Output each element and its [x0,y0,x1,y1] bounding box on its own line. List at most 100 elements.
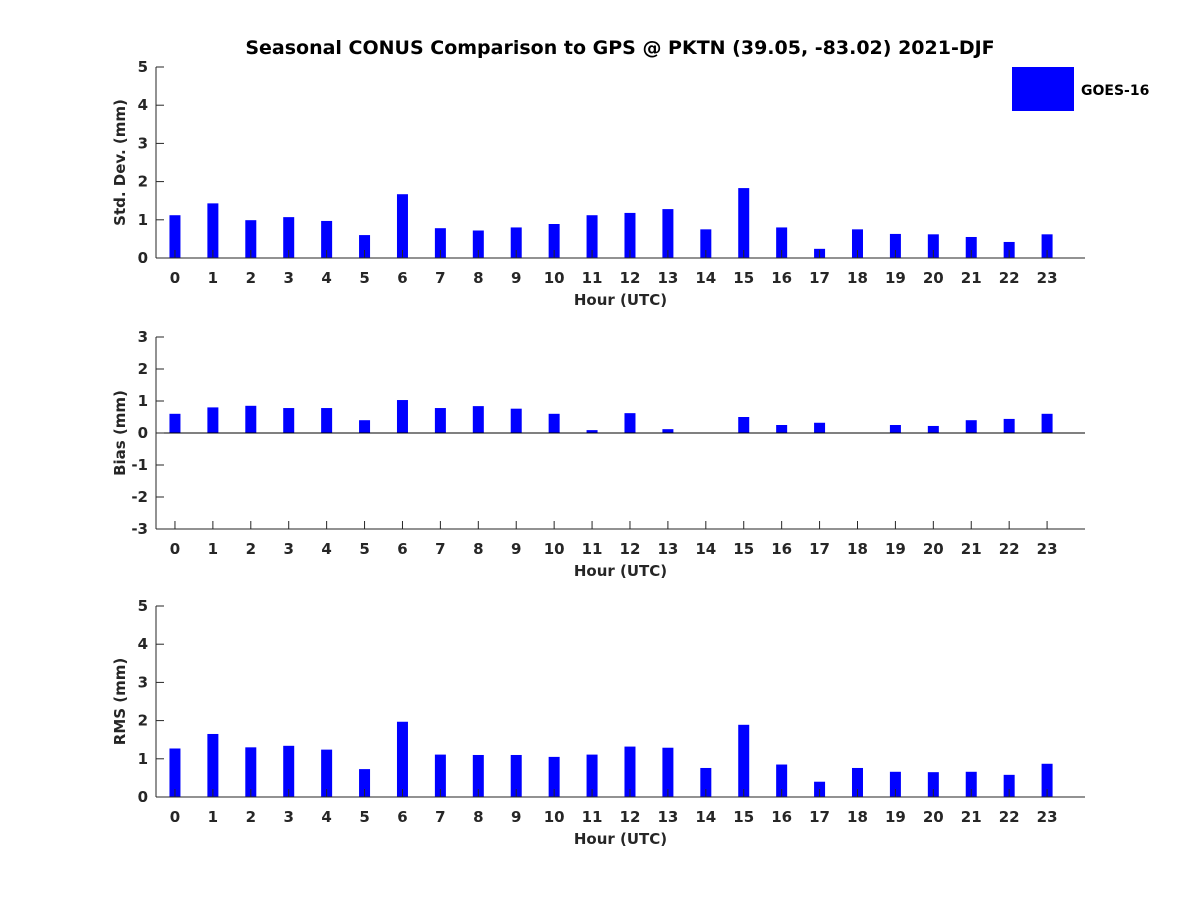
bias-bar [662,429,674,433]
bias-bar [1041,413,1053,433]
bias-bar [245,405,257,433]
std-dev-y-tick-label: 3 [138,134,148,152]
rms-bar [396,721,408,797]
std-dev-x-tick-label: 2 [246,269,256,287]
bias-bar [738,417,750,433]
std-dev-x-tick-label: 9 [511,269,521,287]
rms-bar [624,746,636,797]
bias-x-tick-label: 8 [473,540,483,558]
std-dev-bar [1041,234,1053,258]
rms-bar [927,772,939,797]
bias-bar [510,408,522,433]
rms-bar [776,764,788,797]
legend-swatch [1012,67,1074,111]
bias-bar [434,408,446,433]
rms-x-tick-label: 7 [435,808,445,826]
std-dev-x-tick-label: 13 [657,269,678,287]
bias-bar [283,408,295,433]
bias-x-tick-label: 11 [582,540,603,558]
rms-x-tick-label: 3 [283,808,293,826]
bias-bar [776,425,788,433]
bias-y-axis-label: Bias (mm) [111,390,129,476]
bias-bar [1003,418,1015,433]
rms-bar [700,767,712,797]
bias-x-tick-label: 6 [397,540,407,558]
bias-bar [624,413,636,433]
rms-bar [586,754,598,797]
chart-title: Seasonal CONUS Comparison to GPS @ PKTN … [245,37,994,59]
bias-y-tick-label: 0 [138,424,148,442]
std-dev-bar [396,194,408,258]
std-dev-y-tick-label: 5 [138,58,148,76]
bias-y-tick-label: -3 [131,520,148,538]
std-dev-bar [700,229,712,258]
bias-bar [472,406,484,433]
rms-bar [965,771,977,797]
rms-x-tick-label: 16 [771,808,792,826]
bias-x-tick-label: 9 [511,540,521,558]
bias-bar [889,425,901,433]
rms-x-tick-label: 6 [397,808,407,826]
rms-x-tick-label: 1 [208,808,218,826]
std-dev-bar [1003,241,1015,258]
std-dev-x-tick-label: 3 [283,269,293,287]
std-dev-x-tick-label: 18 [847,269,868,287]
bias-bar [169,413,181,433]
bias-y-tick-label: 1 [138,392,148,410]
bias-x-tick-label: 15 [733,540,754,558]
rms-x-tick-label: 2 [246,808,256,826]
bias-x-tick-label: 10 [544,540,565,558]
bias-y-tick-label: 3 [138,328,148,346]
std-dev-bar [321,220,333,258]
rms-x-axis-label: Hour (UTC) [574,830,667,848]
bias-y-tick-label: -2 [131,488,148,506]
std-dev-bar [169,215,181,258]
std-dev-x-tick-label: 10 [544,269,565,287]
std-dev-x-tick-label: 5 [359,269,369,287]
rms-x-tick-label: 14 [695,808,716,826]
bias-x-tick-label: 2 [246,540,256,558]
std-dev-bar [927,234,939,258]
rms-bar [1003,774,1015,797]
rms-x-tick-label: 9 [511,808,521,826]
bias-x-tick-label: 1 [208,540,218,558]
std-dev-bar [738,188,750,258]
legend-label: GOES-16 [1081,83,1149,99]
bias-x-tick-label: 12 [620,540,641,558]
bias-x-tick-label: 21 [961,540,982,558]
rms-x-tick-label: 8 [473,808,483,826]
bias-x-tick-label: 17 [809,540,830,558]
std-dev-bar [624,212,636,258]
std-dev-x-tick-label: 11 [582,269,603,287]
std-dev-bar [283,217,295,258]
rms-bar [283,745,295,797]
std-dev-x-tick-label: 19 [885,269,906,287]
std-dev-bar [851,229,863,258]
std-dev-x-axis-label: Hour (UTC) [574,291,667,309]
rms-y-tick-label: 2 [138,712,148,730]
bias-x-tick-label: 14 [695,540,716,558]
rms-x-tick-label: 10 [544,808,565,826]
bias-bar [548,413,560,433]
bias-bar [359,420,371,433]
rms-bar [662,747,674,797]
rms-y-tick-label: 0 [138,788,148,806]
rms-y-tick-label: 4 [138,635,148,653]
std-dev-y-tick-label: 1 [138,211,148,229]
rms-bar [1041,763,1053,797]
rms-x-tick-label: 12 [620,808,641,826]
std-dev-x-tick-label: 17 [809,269,830,287]
std-dev-y-axis-label: Std. Dev. (mm) [111,99,129,226]
std-dev-bar [548,224,560,258]
std-dev-bar [889,233,901,258]
rms-y-tick-label: 5 [138,597,148,615]
bias-bar [321,408,333,433]
rms-x-tick-label: 15 [733,808,754,826]
legend: GOES-16 [1012,67,1149,111]
std-dev-y-tick-label: 0 [138,249,148,267]
rms-bar [169,748,181,797]
bias-bar [965,420,977,433]
rms-bar [738,724,750,797]
std-dev-bar [207,203,219,258]
